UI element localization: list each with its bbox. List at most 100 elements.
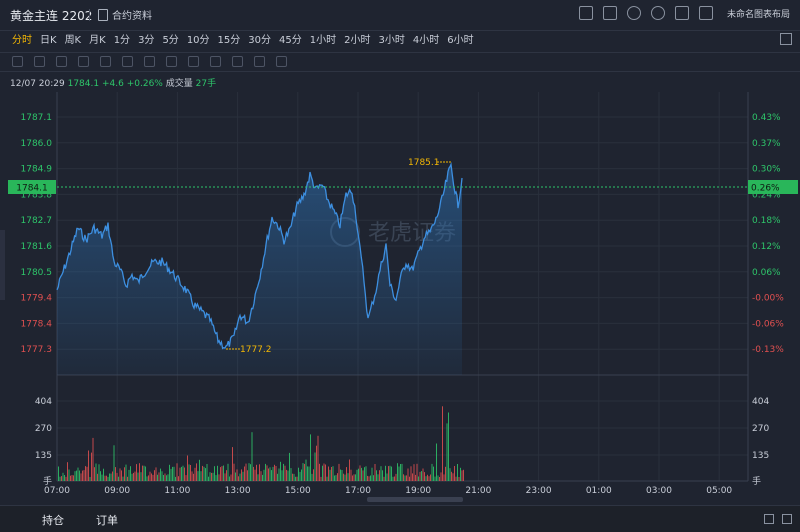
timeframe-4[interactable]: 1分 [113,35,131,46]
current-pct-tag-bg [748,180,798,194]
crosshair-tool-icon[interactable] [34,56,45,67]
volume-bar [275,466,277,481]
timeframe-13[interactable]: 3小时 [378,35,405,46]
side-panel-handle[interactable] [0,230,5,300]
quote-change: +4.6 [101,79,124,89]
volume-bar [200,471,202,481]
volume-bar [353,474,355,481]
volume-bar [166,475,167,481]
quote-time: 12/07 20:29 [10,79,65,89]
volume-bar [277,473,278,481]
refresh-icon[interactable] [626,6,641,20]
volume-bar [239,473,241,481]
volume-bar [223,465,224,481]
pattern-tool-icon[interactable] [100,56,111,67]
brush-tool-icon[interactable] [144,56,155,67]
fib-tool-icon[interactable] [78,56,89,67]
volume-bar [181,466,182,481]
quote-line: 12/07 20:29 1784.1 +4.6 +0.26% 成交量 27手 [10,76,216,89]
volume-bar [101,474,103,481]
screenshot-icon[interactable] [578,6,593,20]
volume-bar [188,464,190,481]
volume-tick-left: 135 [35,451,52,461]
volume-tick-left: 270 [35,424,52,434]
time-scrollbar[interactable] [367,497,463,502]
volume-bar [244,466,245,481]
volume-tick-right: 404 [752,397,769,407]
volume-bar [364,467,365,481]
volume-bar [143,465,145,481]
text-tool-icon[interactable] [122,56,133,67]
layout-icon[interactable] [698,6,713,20]
timeframe-1[interactable]: 日K [40,35,57,46]
timeframe-11[interactable]: 1小时 [309,35,337,46]
volume-bars [58,406,464,481]
volume-bar [73,475,74,481]
symbol-title[interactable]: 黄金主连 2202 [10,9,93,23]
volume-tick-right: 270 [752,424,769,434]
volume-bar [254,469,256,481]
expand-icon[interactable] [674,6,689,20]
timeframe-12[interactable]: 2小时 [344,35,371,46]
hide-tool-icon[interactable] [232,56,243,67]
volume-bar [274,464,275,481]
current-price-tag: 1784.1 [16,184,48,194]
volume-bar [136,464,137,481]
magnet-tool-icon[interactable] [188,56,199,67]
volume-bar [326,476,328,481]
volume-bar [347,473,349,481]
timeframe-14[interactable]: 4小时 [412,35,440,46]
timeframe-8[interactable]: 15分 [217,35,241,46]
volume-bar [179,467,181,481]
volume-bar [250,464,251,481]
volume-bar [424,472,425,481]
volume-bar [455,476,457,481]
intraday-chart[interactable]: 老虎证券 1787.11786.01784.91783.81782.71781.… [0,0,800,505]
timeframe-3[interactable]: 月K [89,35,106,46]
timeframe-0[interactable]: 分时 [12,35,32,46]
timeframe-9[interactable]: 30分 [248,35,272,46]
edit-icon[interactable] [602,6,617,20]
settings-icon[interactable] [650,6,665,20]
timeframe-5[interactable]: 3分 [138,35,155,46]
volume-bar [278,468,280,481]
time-tick: 15:00 [285,486,311,496]
layout-name[interactable]: 未命名图表布局 [726,9,790,20]
volume-bar [368,476,370,481]
volume-bar [373,475,374,481]
collapse-icon[interactable] [782,514,792,524]
tab-positions[interactable]: 持仓 [42,514,64,527]
volume-bar [173,466,175,481]
volume-bar [76,470,77,481]
timeframe-15[interactable]: 6小时 [447,35,474,46]
fullscreen-icon[interactable] [780,33,792,45]
lock-tool-icon[interactable] [210,56,221,67]
volume-bar [211,472,212,481]
volume-bar [304,463,305,481]
time-tick: 01:00 [586,486,612,496]
line-tool-icon[interactable] [12,56,23,67]
copy-tool-icon[interactable] [254,56,265,67]
time-axis: 07:00 09:00 11:00 13:00 15:00 17:00 19:00 21:00… [44,486,732,496]
volume-bar [86,466,88,481]
current-pct-tag: 0.26% [751,184,780,194]
volume-bar [259,464,260,481]
volume-axis: 404 404 270 270 135 135 手 手 [35,397,770,487]
timeframe-2[interactable]: 周K [64,35,82,46]
popout-icon[interactable] [764,514,774,524]
measure-tool-icon[interactable] [166,56,177,67]
timeframe-10[interactable]: 45分 [279,35,302,46]
price-tick: 1782.7 [21,216,53,226]
timeframe-7[interactable]: 10分 [186,35,210,46]
timeframe-6[interactable]: 5分 [162,35,179,46]
rect-tool-icon[interactable] [56,56,67,67]
volume-bar [329,469,331,481]
volume-bar [130,466,131,481]
volume-bar [355,474,356,481]
tab-orders[interactable]: 订单 [96,514,118,527]
volume-bar [116,472,118,481]
volume-bar [163,475,164,481]
trash-tool-icon[interactable] [276,56,287,67]
contract-info-button[interactable]: 合约资料 [98,7,152,22]
